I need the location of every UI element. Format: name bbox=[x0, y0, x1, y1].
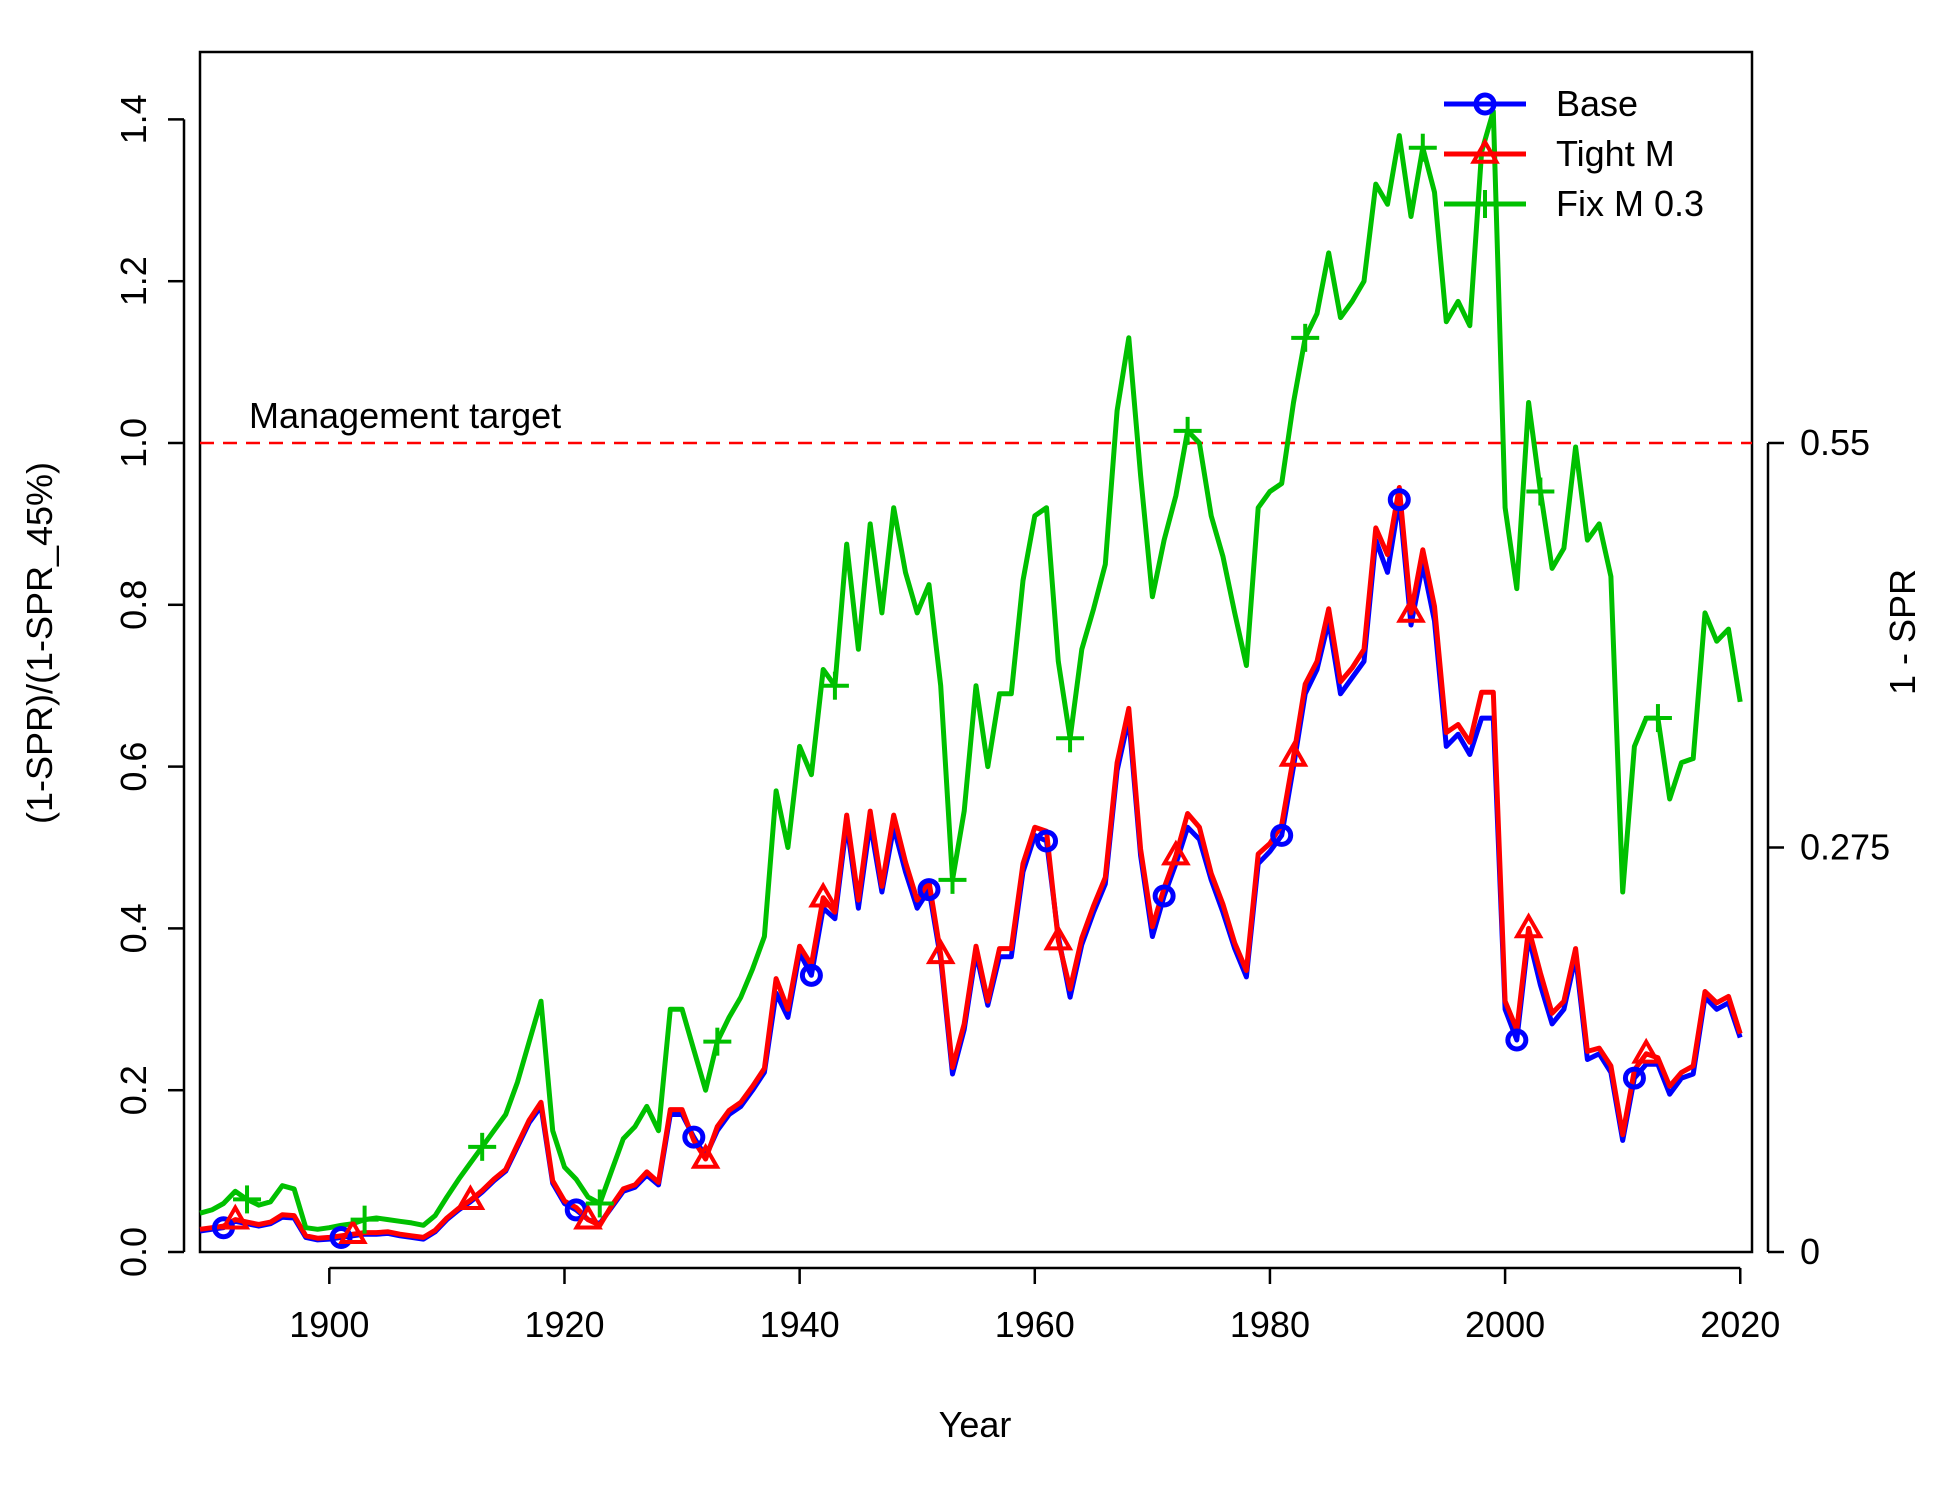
series-line-fix-m-0-3 bbox=[199, 108, 1743, 1232]
y2-axis-label: 1 - SPR bbox=[1882, 569, 1923, 695]
point-marker-fix-m-0-3 bbox=[1291, 323, 1320, 352]
point-marker-fix-m-0-3 bbox=[703, 1027, 732, 1056]
y-tick-label: 0.0 bbox=[113, 1227, 154, 1277]
x-tick-label: 1940 bbox=[760, 1304, 840, 1345]
point-marker-tight-m bbox=[1043, 924, 1074, 951]
point-marker-fix-m-0-3 bbox=[938, 865, 967, 894]
series-line-tight-m bbox=[199, 485, 1743, 1241]
axes-layer: 1900 1920 1940 1960 1980 2000 2020 0.0 0.2 0.4 0.6… bbox=[113, 50, 1890, 1345]
point-marker-base bbox=[799, 963, 823, 987]
x-tick-label: 1980 bbox=[1230, 1304, 1310, 1345]
point-marker-fix-m-0-3 bbox=[1526, 477, 1555, 506]
point-marker-fix-m-0-3 bbox=[585, 1189, 614, 1218]
x-tick-label: 1900 bbox=[289, 1304, 369, 1345]
y-tick-label: 1.0 bbox=[113, 418, 154, 468]
y-axis-label: (1-SPR)/(1-SPR_45%) bbox=[19, 462, 60, 824]
point-marker-fix-m-0-3 bbox=[233, 1185, 262, 1214]
point-marker-tight-m bbox=[1161, 839, 1191, 866]
point-marker-tight-m bbox=[925, 938, 956, 965]
point-marker-fix-m-0-3 bbox=[350, 1205, 379, 1234]
point-marker-tight-m bbox=[337, 1218, 368, 1245]
x-tick-label: 1920 bbox=[524, 1304, 604, 1345]
y2-tick-label: 0 bbox=[1800, 1231, 1820, 1272]
y2-tick-label: 0.275 bbox=[1800, 827, 1890, 868]
point-marker-base bbox=[917, 878, 941, 902]
point-marker-base bbox=[1270, 823, 1294, 847]
series-line-base bbox=[199, 497, 1743, 1243]
x-tick-label: 2020 bbox=[1700, 1304, 1780, 1345]
point-marker-base bbox=[1387, 488, 1411, 512]
legend: Base Tight M Fix M 0.3 bbox=[1444, 83, 1704, 224]
y2-tick-label: 0.55 bbox=[1800, 422, 1870, 463]
point-marker-tight-m bbox=[455, 1184, 486, 1211]
plot-frame bbox=[198, 50, 1754, 1254]
point-marker-fix-m-0-3 bbox=[1408, 133, 1437, 162]
point-marker-tight-m bbox=[1631, 1037, 1662, 1064]
point-marker-tight-m bbox=[220, 1203, 251, 1230]
reference-line-label: Management target bbox=[249, 395, 561, 436]
y-tick-label: 1.2 bbox=[113, 256, 154, 306]
y-tick-label: 1.4 bbox=[113, 94, 154, 144]
y-tick-label: 0.4 bbox=[113, 903, 154, 953]
point-marker-tight-m bbox=[1278, 740, 1309, 767]
x-tick-label: 2000 bbox=[1465, 1304, 1545, 1345]
point-marker-fix-m-0-3 bbox=[1643, 704, 1672, 733]
y-tick-label: 0.8 bbox=[113, 580, 154, 630]
y-tick-label: 0.6 bbox=[113, 742, 154, 792]
legend-marker-tight-m bbox=[1470, 137, 1500, 164]
x-axis-label: Year bbox=[939, 1404, 1012, 1445]
legend-label-fix-m-0-3: Fix M 0.3 bbox=[1556, 183, 1704, 224]
legend-marker-base bbox=[1473, 92, 1497, 116]
point-marker-base bbox=[1622, 1066, 1646, 1090]
legend-label-tight-m: Tight M bbox=[1556, 133, 1675, 174]
point-marker-tight-m bbox=[690, 1142, 721, 1169]
legend-label-base: Base bbox=[1556, 83, 1638, 124]
x-tick-label: 1960 bbox=[995, 1304, 1075, 1345]
point-marker-tight-m bbox=[808, 881, 839, 908]
point-marker-fix-m-0-3 bbox=[1173, 416, 1202, 445]
legend-marker-fix-m-0-3 bbox=[1471, 190, 1499, 218]
series-layer bbox=[199, 108, 1743, 1243]
markers-layer bbox=[212, 133, 1672, 1249]
point-marker-base bbox=[329, 1225, 353, 1249]
y-tick-label: 0.2 bbox=[113, 1065, 154, 1115]
point-marker-base bbox=[1152, 884, 1176, 908]
point-marker-fix-m-0-3 bbox=[1056, 724, 1085, 753]
point-marker-tight-m bbox=[573, 1203, 603, 1230]
point-marker-tight-m bbox=[1396, 596, 1426, 623]
point-marker-base bbox=[682, 1125, 706, 1149]
point-marker-base bbox=[1035, 829, 1059, 853]
point-marker-fix-m-0-3 bbox=[468, 1132, 497, 1161]
point-marker-fix-m-0-3 bbox=[820, 671, 849, 700]
point-marker-base bbox=[1505, 1028, 1529, 1052]
point-marker-tight-m bbox=[1513, 912, 1544, 939]
